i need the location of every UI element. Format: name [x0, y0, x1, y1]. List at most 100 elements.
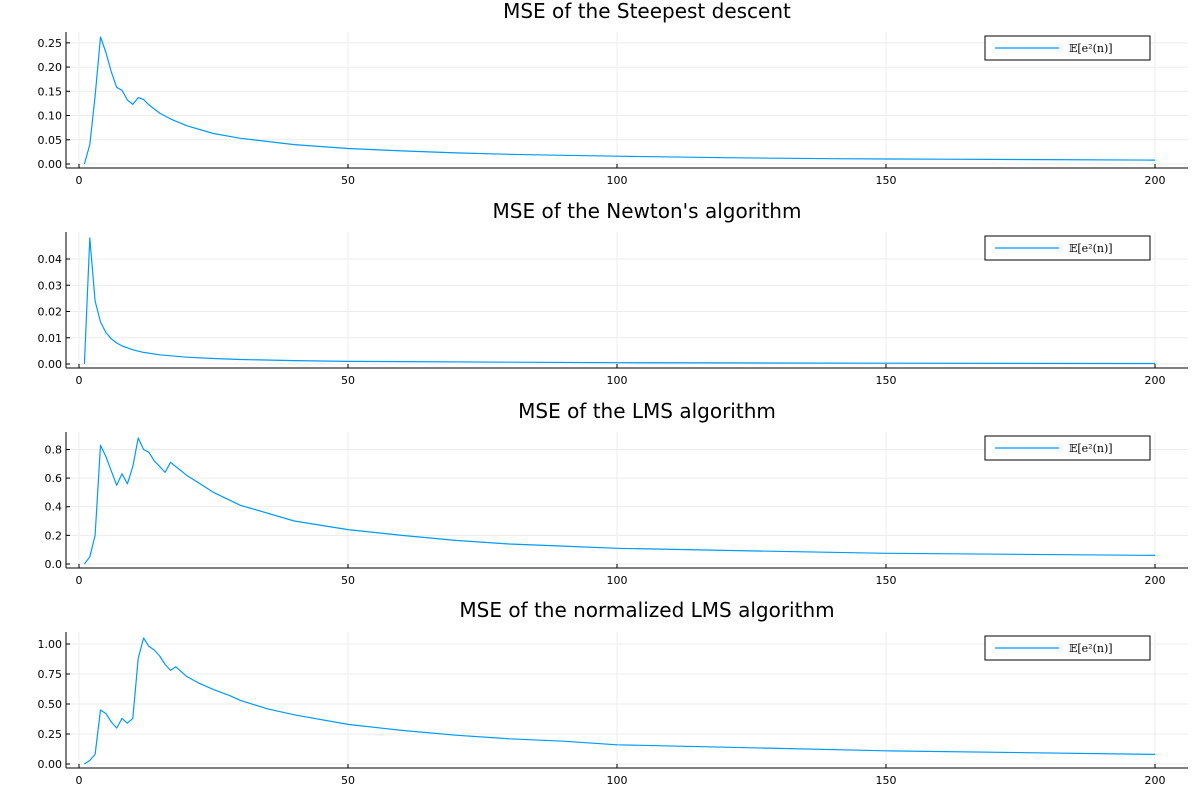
data-point: [127, 99, 128, 100]
data-point: [127, 483, 128, 484]
y-tick-label: 0.00: [38, 358, 63, 371]
data-point: [347, 724, 348, 725]
data-point: [111, 338, 112, 339]
data-point: [84, 563, 85, 564]
data-point: [116, 485, 117, 486]
data-point: [164, 664, 165, 665]
data-point: [724, 747, 725, 748]
data-point: [401, 535, 402, 536]
legend-label: 𝔼[e²(n)]: [1069, 242, 1113, 255]
y-tick-label: 0.01: [38, 332, 63, 345]
x-tick-label: 0: [76, 374, 83, 387]
data-point: [724, 550, 725, 551]
data-point: [455, 540, 456, 541]
data-point: [939, 159, 940, 160]
legend-label: 𝔼[e²(n)]: [1069, 642, 1113, 655]
x-tick-label: 50: [341, 374, 355, 387]
legend: 𝔼[e²(n)]: [984, 235, 1151, 261]
data-point: [105, 332, 106, 333]
x-tick-label: 100: [607, 574, 628, 587]
data-point: [95, 96, 96, 97]
data-point: [509, 362, 510, 363]
data-point: [347, 529, 348, 530]
data-point: [240, 700, 241, 701]
series-line: [84, 637, 1156, 765]
legend: 𝔼[e²(n)]: [984, 635, 1151, 661]
data-point: [143, 637, 144, 638]
data-point: [159, 113, 160, 114]
data-point: [127, 723, 128, 724]
y-tick-label: 0.2: [45, 529, 63, 542]
data-point: [885, 553, 886, 554]
data-point: [89, 760, 90, 761]
data-point: [132, 104, 133, 105]
data-point: [213, 133, 214, 134]
data-point: [148, 104, 149, 105]
x-tick-label: 50: [341, 774, 355, 787]
x-tick-label: 0: [76, 574, 83, 587]
data-point: [121, 473, 122, 474]
data-point: [347, 148, 348, 149]
data-point: [148, 646, 149, 647]
data-point: [159, 354, 160, 355]
data-point: [154, 649, 155, 650]
legend: 𝔼[e²(n)]: [984, 435, 1151, 461]
data-point: [213, 492, 214, 493]
data-point: [164, 472, 165, 473]
data-point: [95, 535, 96, 536]
y-tick-label: 0.50: [38, 698, 63, 711]
data-point: [111, 470, 112, 471]
series-line: [83, 36, 1156, 165]
data-point: [1047, 159, 1048, 160]
chart-title: MSE of the LMS algorithm: [518, 399, 776, 423]
data-point: [186, 475, 187, 476]
data-point: [105, 713, 106, 714]
data-point: [229, 695, 230, 696]
data-point: [132, 718, 133, 719]
x-tick-label: 150: [876, 574, 897, 587]
x-tick-label: 150: [876, 374, 897, 387]
data-point: [116, 342, 117, 343]
data-point: [100, 321, 101, 322]
data-point: [885, 363, 886, 364]
y-tick-label: 0.02: [38, 306, 63, 319]
x-tick-label: 150: [876, 174, 897, 187]
data-point: [240, 138, 241, 139]
data-point: [111, 721, 112, 722]
data-point: [1154, 754, 1155, 755]
data-point: [1154, 555, 1155, 556]
y-tick-label: 0.00: [38, 758, 63, 771]
y-tick-label: 0.10: [38, 110, 63, 123]
data-point: [138, 97, 139, 98]
data-point: [832, 158, 833, 159]
data-point: [143, 352, 144, 353]
data-point: [197, 682, 198, 683]
data-point: [170, 462, 171, 463]
chart-panel-1: 0 50 100 150 200 0.00 0.05 0.10 0.15 0.20 0.25 MSE …: [38, 0, 1188, 187]
y-tick-label: 1.00: [38, 638, 63, 651]
data-point: [121, 345, 122, 346]
data-point: [84, 163, 85, 164]
data-point: [1154, 363, 1155, 364]
y-tick-label: 0.04: [38, 253, 63, 266]
x-tick-label: 50: [341, 174, 355, 187]
y-tick-label: 0.15: [38, 85, 63, 98]
data-point: [213, 689, 214, 690]
y-tick-label: 0.03: [38, 279, 63, 292]
data-point: [885, 750, 886, 751]
legend-label: 𝔼[e²(n)]: [1069, 442, 1113, 455]
data-point: [175, 466, 176, 467]
data-point: [100, 709, 101, 710]
data-point: [138, 658, 139, 659]
y-tick-label: 0.6: [45, 472, 63, 485]
data-point: [240, 359, 241, 360]
data-point: [105, 456, 106, 457]
chart-panel-4: 0 50 100 150 200 0.00 0.25 0.50 0.75 1.00 MSE of t…: [38, 598, 1188, 787]
data-point: [294, 360, 295, 361]
data-point: [616, 548, 617, 549]
data-point: [95, 300, 96, 301]
y-tick-label: 0.20: [38, 61, 63, 74]
y-tick-label: 0.25: [38, 37, 63, 50]
x-tick-label: 200: [1145, 174, 1166, 187]
